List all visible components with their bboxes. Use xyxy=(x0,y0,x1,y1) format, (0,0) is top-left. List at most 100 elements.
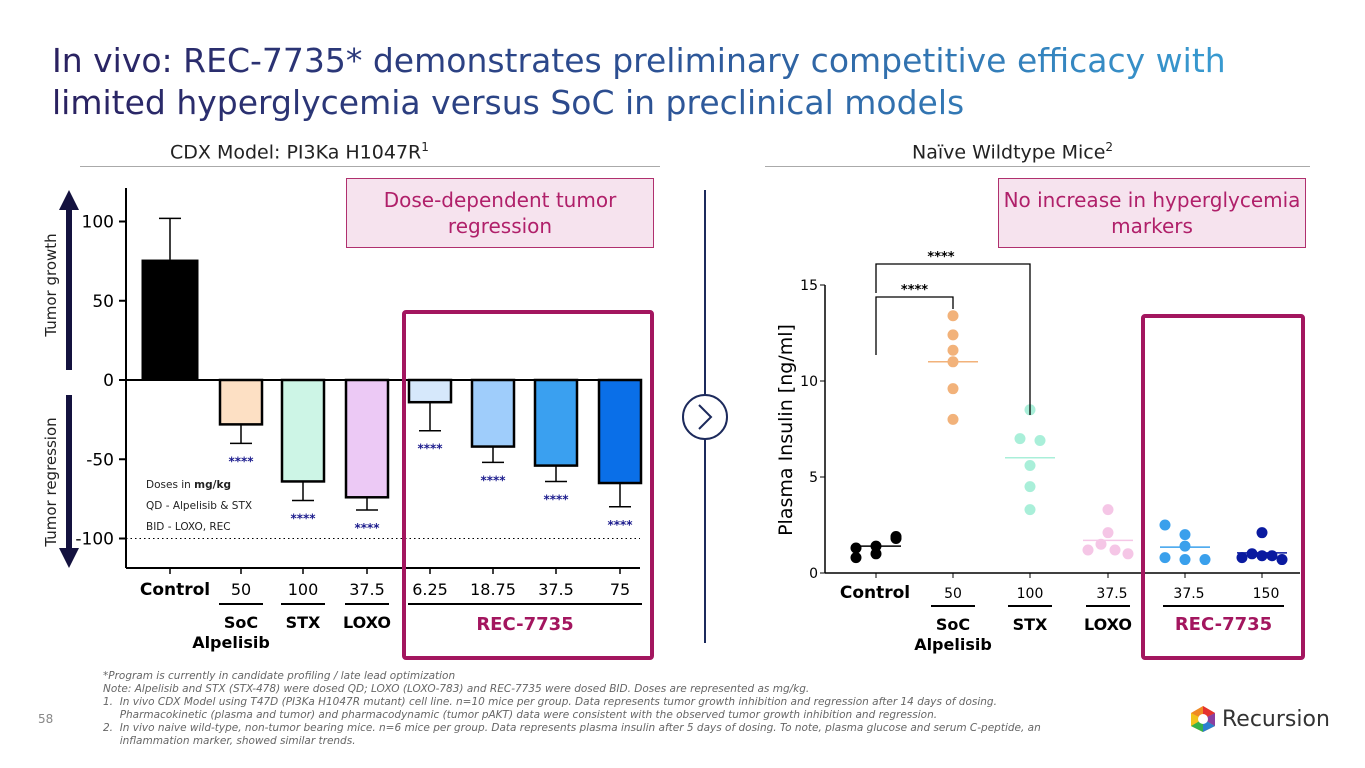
right-heading-text: Naïve Wildtype Mice xyxy=(912,141,1106,164)
data-point xyxy=(1266,550,1278,562)
tumor-regression-arrow: Tumor regression xyxy=(42,395,79,568)
bar xyxy=(533,378,579,467)
data-point xyxy=(1082,544,1094,556)
data-point xyxy=(1256,527,1268,539)
footnote: 1. In vivo CDX Model using T47D (PI3Ka H… xyxy=(103,696,997,708)
tumor-growth-label: Tumor growth xyxy=(42,233,60,337)
chevron-right-icon xyxy=(698,404,713,430)
significance-label: **** xyxy=(480,473,506,487)
group-label: REC-7735 xyxy=(476,614,573,635)
bar xyxy=(597,378,643,485)
page-number: 58 xyxy=(38,712,54,726)
bar xyxy=(407,378,453,404)
x-tick-label: 100 xyxy=(288,580,319,599)
legend-line: QD - Alpelisib & STX xyxy=(146,500,252,512)
x-tick-label: 100 xyxy=(1017,586,1044,602)
significance-label: **** xyxy=(228,454,254,468)
data-point xyxy=(1109,544,1121,556)
data-point xyxy=(850,542,862,554)
y-tick-label: 0 xyxy=(103,371,114,391)
data-point xyxy=(1122,548,1134,560)
x-tick-label: 50 xyxy=(231,580,251,599)
y-tick-label: 0 xyxy=(809,566,818,582)
left-bar-chart: 100 50 0 -50 -100 Control **** 50 **** 100 **** 37.… xyxy=(75,188,643,652)
significance-label: **** xyxy=(543,492,569,506)
y-tick-label: 10 xyxy=(800,374,818,390)
data-point xyxy=(870,548,882,560)
group-label: Alpelisib xyxy=(914,635,992,654)
y-tick-label: 15 xyxy=(800,278,818,294)
data-point xyxy=(1256,550,1268,562)
significance-label: **** xyxy=(607,518,633,532)
right-heading: Naïve Wildtype Mice2 xyxy=(912,140,1113,163)
data-point xyxy=(947,344,959,356)
logo-text: Recursion xyxy=(1222,706,1330,732)
left-heading-text: CDX Model: PI3Ka H1047R xyxy=(170,141,422,164)
legend-unit: mg/kg xyxy=(194,479,231,491)
group-label: SoC xyxy=(224,613,258,632)
y-tick-label: 50 xyxy=(92,292,114,312)
bar xyxy=(344,378,390,499)
data-point xyxy=(1179,554,1191,566)
bar xyxy=(470,378,516,448)
bar xyxy=(141,259,199,380)
data-point xyxy=(1014,433,1026,445)
next-button[interactable] xyxy=(682,394,728,440)
y-tick-label: -100 xyxy=(75,530,114,550)
right-scatter-chart: 0 5 10 15 Plasma Insulin [ng/ml] Control 50 100… xyxy=(775,250,1300,654)
footnote: 2. In vivo naive wild-type, non-tumor be… xyxy=(103,722,1041,734)
right-callout: No increase in hyperglycemia markers xyxy=(998,178,1306,248)
comparison-bracket xyxy=(875,296,954,355)
comparison-label: **** xyxy=(927,250,954,265)
group-label: SoC xyxy=(936,615,970,634)
data-point xyxy=(1034,435,1046,447)
data-point xyxy=(1159,519,1171,531)
footnote: Pharmacokinetic (plasma and tumor) and p… xyxy=(103,709,938,721)
bar xyxy=(280,378,326,483)
x-tick-label: 50 xyxy=(944,586,962,602)
significance-label: **** xyxy=(354,521,380,535)
right-divider xyxy=(765,166,1310,167)
footnote: inflammation marker, showed similar tren… xyxy=(103,735,356,747)
left-callout: Dose-dependent tumor regression xyxy=(346,178,654,248)
data-point xyxy=(1199,554,1211,566)
data-point xyxy=(1179,540,1191,552)
legend-line: Doses in mg/kg xyxy=(146,479,231,491)
data-point xyxy=(947,413,959,425)
footnotes: *Program is currently in candidate profi… xyxy=(103,670,1041,748)
y-axis-label: Plasma Insulin [ng/ml] xyxy=(775,324,797,536)
data-point xyxy=(947,310,959,322)
x-tick-label: 150 xyxy=(1253,586,1280,602)
group-label: LOXO xyxy=(343,613,391,632)
x-tick-label: 75 xyxy=(610,580,630,599)
tumor-growth-arrow: Tumor growth xyxy=(42,190,79,370)
data-point xyxy=(1102,527,1114,539)
significance-label: **** xyxy=(290,511,316,525)
comparison-bracket xyxy=(875,263,1031,415)
recursion-hexagon-icon xyxy=(1191,706,1215,732)
x-tick-label: Control xyxy=(140,580,210,600)
left-divider xyxy=(80,166,660,167)
data-point xyxy=(947,383,959,395)
data-point xyxy=(1159,552,1171,564)
x-tick-label: 37.5 xyxy=(1096,586,1127,602)
right-heading-sup: 2 xyxy=(1105,140,1114,154)
group-label: Alpelisib xyxy=(192,633,270,652)
legend-line: BID - LOXO, REC xyxy=(146,521,231,533)
data-point xyxy=(850,552,862,564)
left-heading: CDX Model: PI3Ka H1047R1 xyxy=(170,140,429,163)
group-label: STX xyxy=(286,613,321,632)
x-tick-label: 37.5 xyxy=(538,580,574,599)
x-tick-label: 6.25 xyxy=(412,580,448,599)
data-point xyxy=(1102,504,1114,516)
x-tick-label: Control xyxy=(840,583,910,603)
left-heading-sup: 1 xyxy=(421,140,429,154)
data-point xyxy=(1024,504,1036,516)
x-tick-label: 18.75 xyxy=(470,580,516,599)
data-point xyxy=(1276,554,1288,566)
legend-text: Doses in xyxy=(146,479,194,491)
left-highlight-box xyxy=(402,310,654,660)
footnote: Note: Alpelisib and STX (STX-478) were d… xyxy=(103,683,810,695)
significance-label: **** xyxy=(417,442,443,456)
